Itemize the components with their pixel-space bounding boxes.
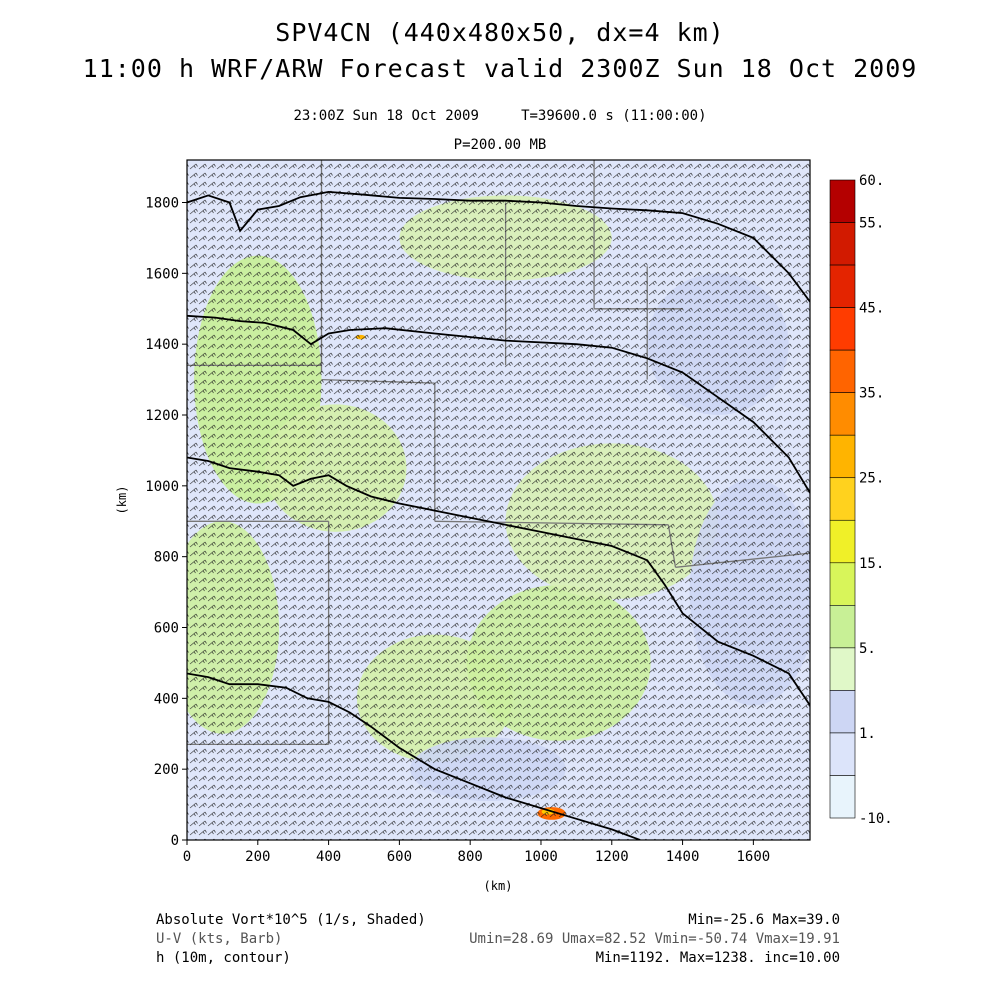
y-tick-label: 1200	[145, 408, 179, 424]
colorbar-segment	[829, 775, 856, 819]
colorbar-segment	[829, 434, 856, 479]
colorbar-segment	[829, 307, 856, 351]
colorbar-label: 25.	[859, 471, 884, 487]
colorbar-label: -10.	[859, 811, 893, 827]
plot-title-line-2: 11:00 h WRF/ARW Forecast valid 2300Z Sun…	[82, 54, 918, 83]
x-tick-label: 600	[387, 849, 412, 865]
field3-name: h (10m, contour)	[156, 950, 291, 966]
x-tick-label: 1000	[524, 849, 558, 865]
colorbar-segment	[829, 392, 856, 436]
colorbar-label: 5.	[859, 641, 876, 657]
colorbar-label: 60.	[859, 173, 884, 189]
height-contour-line	[187, 456, 810, 706]
y-tick-label: 600	[154, 621, 179, 637]
height-contour-line	[187, 314, 810, 494]
x-tick-label: 800	[458, 849, 483, 865]
wind-barbs	[187, 160, 810, 840]
x-axis: 0 200 400 600 800 1000 1200 1400 1600	[183, 840, 770, 865]
colorbar-segment	[829, 647, 856, 691]
valid-time: 23:00Z Sun 18 Oct 2009	[293, 108, 479, 124]
field1-name: Absolute Vort*10^5 (1/s, Shaded)	[156, 912, 426, 928]
x-tick-label: 1600	[737, 849, 771, 865]
colorbar-segment	[829, 605, 856, 649]
plot-subtitle: 23:00Z Sun 18 Oct 2009 T=39600.0 s (11:0…	[0, 108, 1000, 124]
colorbar-segment	[829, 349, 856, 393]
colorbar-segment	[829, 690, 856, 734]
y-tick-label: 0	[171, 833, 179, 849]
x-tick-label: 400	[316, 849, 341, 865]
x-tick-label: 1200	[595, 849, 629, 865]
field1-stats: Min=-25.6 Max=39.0	[688, 912, 840, 928]
y-tick-label: 1800	[145, 196, 179, 212]
y-tick-label: 1000	[145, 479, 179, 495]
height-contour-line	[187, 190, 810, 303]
y-tick-label: 400	[154, 691, 179, 707]
colorbar-label: 15.	[859, 556, 884, 572]
colorbar-segment	[829, 264, 856, 308]
pressure-level: P=200.00 MB	[453, 137, 547, 153]
y-tick-label: 1400	[145, 337, 179, 353]
colorbar-label: 55.	[859, 216, 884, 232]
colorbar-segment	[829, 477, 856, 521]
x-tick-label: 200	[245, 849, 270, 865]
colorbar-segment	[829, 732, 856, 776]
x-axis-label: (km)	[484, 879, 513, 893]
y-tick-label: 200	[154, 762, 179, 778]
colorbar-segment	[829, 222, 856, 266]
colorbar-label: 45.	[859, 301, 884, 317]
plot-area	[186, 159, 811, 841]
height-contours	[187, 190, 810, 840]
y-axis-label: (km)	[115, 486, 129, 515]
colorbar-label: 1.	[859, 726, 876, 742]
plot-title-line-1: SPV4CN (440x480x50, dx=4 km)	[275, 18, 725, 47]
x-tick-label: 0	[183, 849, 191, 865]
model-time: T=39600.0 s (11:00:00)	[521, 108, 707, 124]
colorbar-segment	[829, 519, 856, 564]
colorbar: 60. 55. 45. 35. 25. 15. 5. 1. -10.	[829, 173, 893, 827]
height-contour-line	[187, 672, 641, 840]
y-tick-label: 800	[154, 550, 179, 566]
field2-name: U-V (kts, Barb)	[156, 931, 283, 947]
field3-stats: Min=1192. Max=1238. inc=10.00	[595, 950, 840, 966]
colorbar-segment	[829, 562, 856, 606]
y-axis: 0 200 400 600 800 1000 1200 1400 1600 1800	[145, 196, 187, 849]
y-tick-label: 1600	[145, 266, 179, 282]
plot-frame	[186, 159, 811, 841]
x-tick-label: 1400	[666, 849, 700, 865]
field2-stats: Umin=28.69 Umax=82.52 Vmin=-50.74 Vmax=1…	[469, 931, 840, 947]
colorbar-label: 35.	[859, 386, 884, 402]
colorbar-segment	[829, 179, 856, 223]
